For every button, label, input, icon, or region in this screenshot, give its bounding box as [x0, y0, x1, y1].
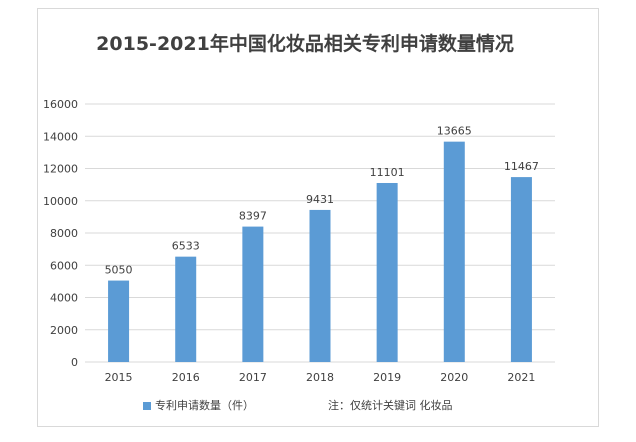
data-label: 5050	[105, 264, 133, 277]
data-label: 8397	[239, 210, 267, 223]
x-tick-label: 2015	[105, 371, 133, 384]
bar	[242, 226, 264, 362]
x-tick-label: 2021	[507, 371, 535, 384]
legend-swatch	[143, 402, 151, 410]
data-label: 6533	[172, 240, 200, 253]
bar	[175, 256, 197, 362]
y-tick-label: 0	[71, 356, 78, 369]
y-tick-label: 6000	[50, 259, 78, 272]
y-tick-label: 4000	[50, 292, 78, 305]
data-label: 9431	[306, 193, 334, 206]
legend: 专利申请数量（件）	[143, 397, 254, 413]
bar	[376, 182, 398, 362]
chart-title: 2015-2021年中国化妆品相关专利申请数量情况	[96, 33, 514, 55]
x-tick-label: 2018	[306, 371, 334, 384]
y-tick-label: 2000	[50, 324, 78, 337]
y-tick-label: 16000	[43, 98, 78, 111]
x-tick-label: 2016	[172, 371, 200, 384]
bar	[443, 141, 465, 362]
y-tick-label: 14000	[43, 130, 78, 143]
data-label: 11101	[370, 166, 405, 179]
bar	[309, 209, 331, 362]
legend-label: 专利申请数量（件）	[155, 399, 254, 412]
y-tick-label: 10000	[43, 195, 78, 208]
y-tick-label: 12000	[43, 163, 78, 176]
data-label: 11467	[504, 160, 539, 173]
chart-note: 注：仅统计关键词 化妆品	[328, 399, 453, 412]
x-tick-label: 2020	[440, 371, 468, 384]
x-tick-label: 2019	[373, 371, 401, 384]
y-tick-label: 8000	[50, 227, 78, 240]
bar	[108, 280, 130, 362]
bar	[510, 177, 532, 362]
x-tick-label: 2017	[239, 371, 267, 384]
data-label: 13665	[437, 125, 472, 138]
